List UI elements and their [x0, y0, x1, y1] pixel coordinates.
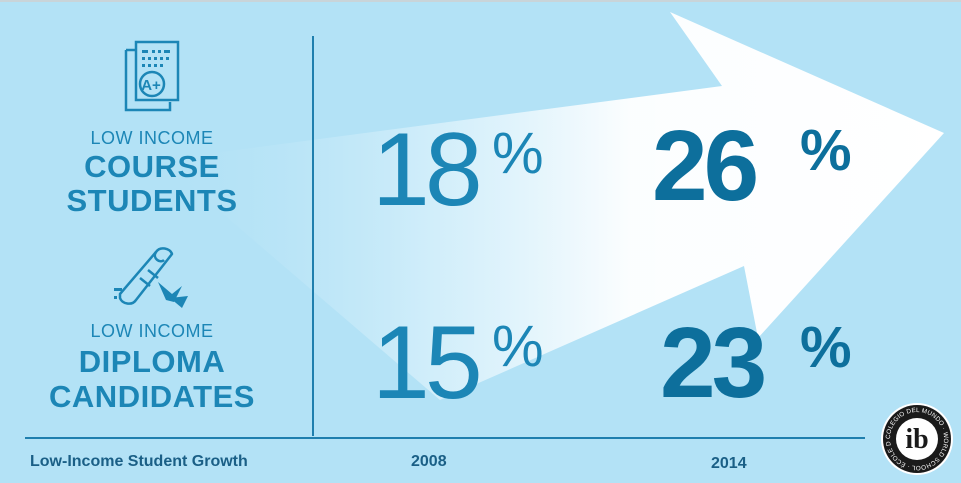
column-label-2014: 2014 — [711, 455, 747, 472]
logo-letters: ib — [905, 424, 928, 455]
row1-pct-2008: % — [492, 121, 544, 186]
row1-value-2014: 26 — [652, 110, 759, 222]
row1-label-line2: STUDENTS — [66, 183, 238, 218]
row2-label-line2: CANDIDATES — [49, 379, 255, 414]
row1-label-line1: COURSE — [84, 149, 220, 184]
footer-rule — [25, 437, 865, 439]
svg-text:A+: A+ — [141, 77, 161, 94]
row2-label-line1: DIPLOMA — [78, 344, 226, 379]
row2-label-top: LOW INCOME — [90, 321, 214, 341]
row2-value-2014: 23 — [660, 307, 767, 419]
row2-value-2008: 15 — [372, 305, 483, 421]
ib-world-school-logo: COLEGIO DEL MUNDO · WORLD SCHOOL · ÉCOLE… — [880, 402, 953, 475]
chart-title: Low-Income Student Growth — [30, 453, 248, 470]
row2-pct-2014: % — [800, 315, 852, 380]
top-border — [0, 0, 961, 2]
row2-pct-2008: % — [492, 314, 544, 379]
diploma-scroll-icon — [114, 247, 188, 308]
row1-value-2008: 18 — [372, 112, 483, 228]
row1-label-top: LOW INCOME — [90, 128, 214, 148]
graded-paper-a-plus-icon: A+ — [124, 40, 180, 112]
column-label-2008: 2008 — [411, 453, 447, 470]
vertical-divider — [312, 36, 314, 436]
row1-pct-2014: % — [800, 118, 852, 183]
